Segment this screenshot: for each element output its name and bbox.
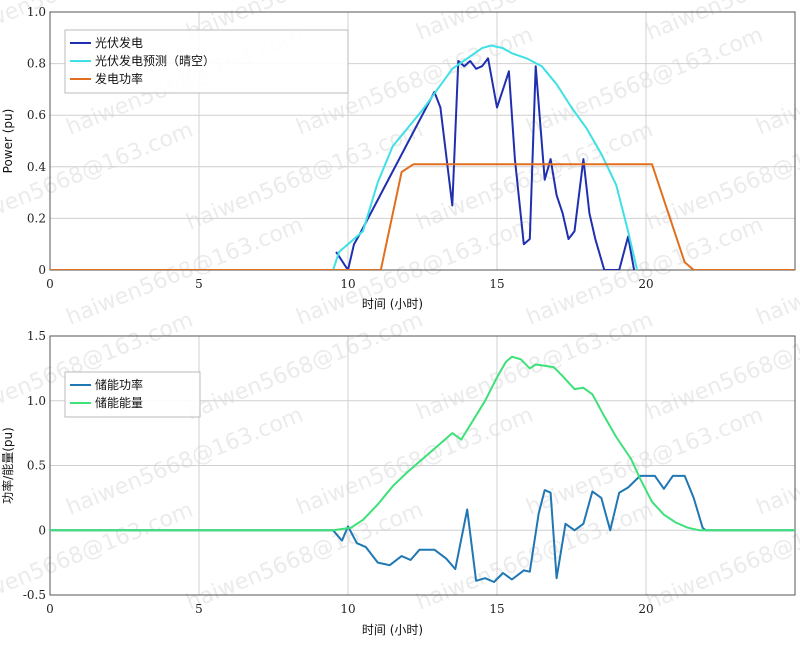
- y-tick-label: 0.6: [27, 108, 46, 122]
- legend-entry-label: 光伏发电: [95, 35, 143, 50]
- x-tick-label: 15: [489, 277, 504, 291]
- pv-power-chart: 0 5 10 15 20 0 0.2 0.4 0.6 0.8 1.0 时间 (小时) Power (pu…: [1, 5, 796, 311]
- y-tick-label: 0.4: [27, 160, 46, 174]
- x-tick-label: 0: [46, 277, 54, 291]
- legend-entry-label: 储能功率: [95, 377, 143, 392]
- series-line-1: [335, 57, 636, 270]
- series-group: [50, 355, 795, 583]
- x-tick-label: 5: [195, 277, 203, 291]
- legend-entry-label: 光伏发电预测（晴空）: [95, 53, 215, 68]
- y-tick-label: 0.5: [27, 459, 46, 473]
- y-axis-label: Power (pu): [1, 109, 15, 174]
- legend-box: [64, 371, 201, 418]
- y-tick-label: 1.0: [27, 394, 46, 408]
- legend-box: [64, 29, 349, 94]
- x-tick-label: 5: [195, 602, 203, 616]
- y-tick-label: 0.8: [27, 57, 46, 71]
- legend-entry-label: 发电功率: [95, 71, 143, 86]
- legend-entry-label: 储能能量: [95, 395, 143, 410]
- x-tick-label: 10: [340, 602, 355, 616]
- y-tick-label: 0: [38, 523, 46, 537]
- plot-frame: [49, 335, 796, 596]
- series-line-2: [332, 44, 639, 270]
- watermark-text: haiwen5668@163.com: [643, 308, 800, 426]
- watermark-text: haiwen5668@163.com: [413, 0, 657, 46]
- y-tick-label: 0: [38, 263, 46, 277]
- x-axis-label: 时间 (小时): [362, 623, 423, 637]
- x-tick-label: 10: [340, 277, 355, 291]
- x-tick-label: 20: [638, 277, 653, 291]
- storage-chart: 0 5 10 15 20-0.500.51.01.5时间 (小时)功率/能量(pu)储能…: [0, 329, 796, 637]
- series-line-3: [50, 163, 795, 270]
- watermark-text: haiwen5668@163.com: [643, 118, 800, 236]
- x-tick-label: 15: [489, 602, 504, 616]
- series-line-1: [50, 474, 795, 583]
- x-axis-label: 时间 (小时): [362, 297, 423, 311]
- y-tick-label: 0.2: [27, 211, 46, 225]
- y-axis-label: 功率/能量(pu): [0, 427, 15, 504]
- series-group: [50, 44, 795, 270]
- y-tick-label: 1.5: [27, 329, 46, 343]
- x-tick-label: 20: [638, 602, 653, 616]
- y-tick-label: 1.0: [27, 5, 46, 19]
- y-tick-label: -0.5: [23, 588, 46, 602]
- series-line-2: [50, 355, 795, 532]
- plot-frame: [49, 11, 796, 271]
- x-tick-label: 0: [46, 602, 54, 616]
